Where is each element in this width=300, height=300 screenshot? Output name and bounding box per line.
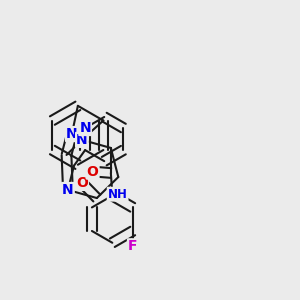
- Text: O: O: [76, 176, 88, 190]
- Text: O: O: [87, 164, 98, 178]
- Text: N: N: [66, 127, 78, 141]
- Text: N: N: [76, 133, 88, 147]
- Text: N: N: [62, 183, 74, 197]
- Text: F: F: [128, 239, 137, 253]
- Text: NH: NH: [108, 188, 127, 201]
- Text: N: N: [79, 121, 91, 135]
